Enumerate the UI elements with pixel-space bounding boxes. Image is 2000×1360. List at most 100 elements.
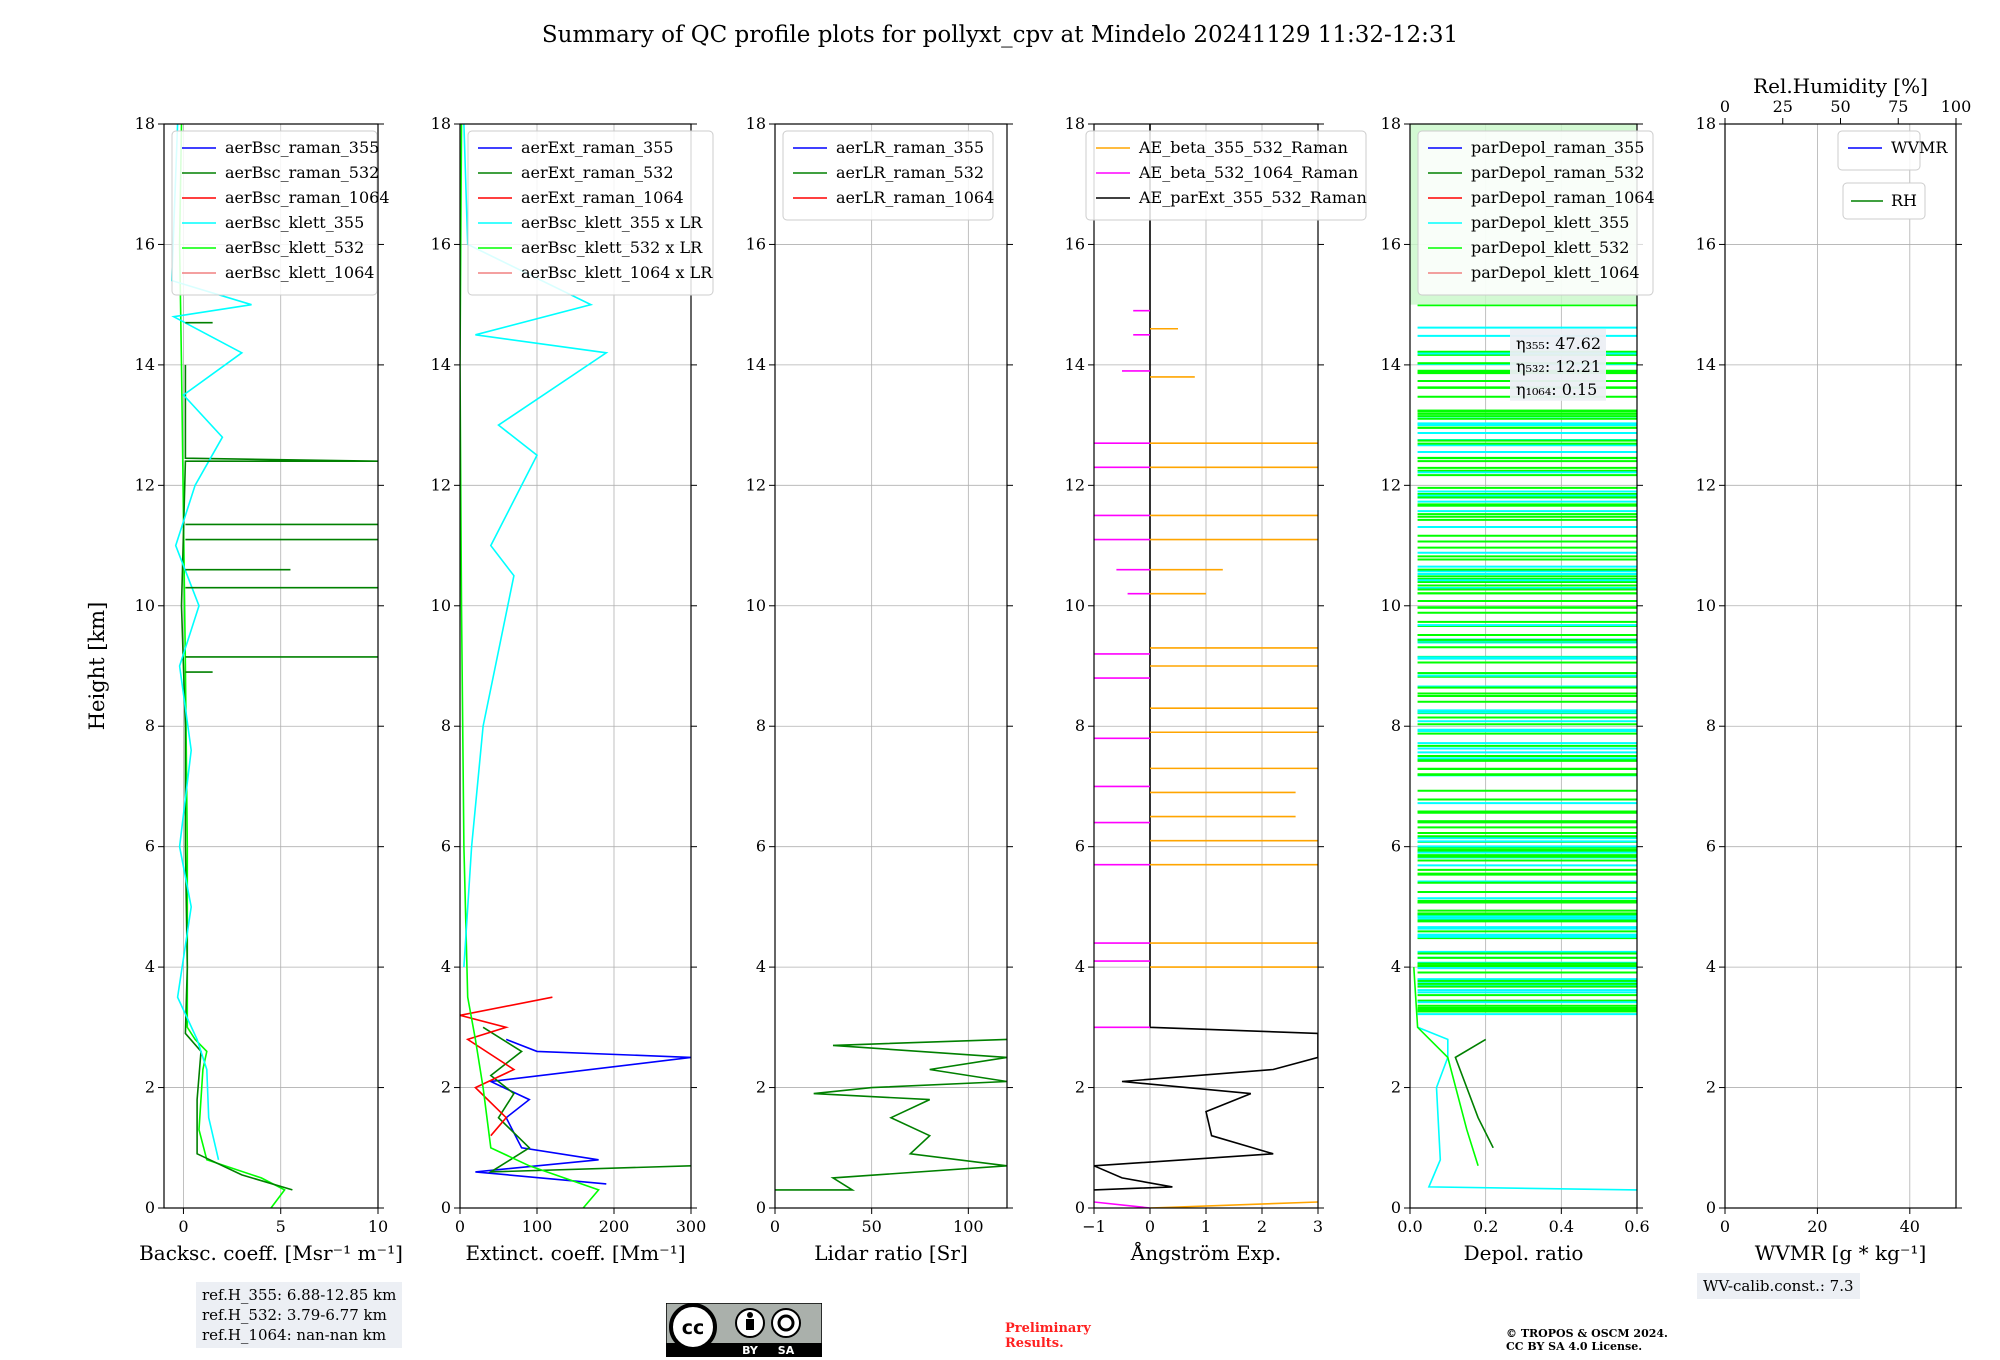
preliminary-note: Preliminary Results. [1005, 1321, 1091, 1351]
x-tick-label: 0.6 [1624, 1217, 1649, 1236]
legend-label: aerBsc_klett_1064 x LR [521, 263, 713, 282]
legend-label: parDepol_klett_1064 [1471, 263, 1640, 282]
panel-bsc: 0 5 10024681012141618Backsc. coeff. [Msr⁻¹… [85, 114, 403, 1265]
legend-label: aerBsc_klett_1064 [225, 263, 374, 282]
y-tick-label: 2 [1706, 1078, 1716, 1097]
x-tick-label: 0.0 [1397, 1217, 1422, 1236]
legend-label: parDepol_raman_1064 [1471, 188, 1655, 207]
eta-label: η₅₃₂: 12.21 [1516, 357, 1601, 376]
x2-axis-label: Rel.Humidity [%] [1753, 74, 1928, 98]
y-tick-label: 18 [1065, 114, 1085, 133]
y-tick-label: 12 [135, 475, 155, 494]
y-tick-label: 16 [1381, 234, 1401, 253]
legend-label: aerBsc_klett_355 x LR [521, 213, 703, 232]
y-tick-label: 16 [1065, 234, 1085, 253]
panel-wv: 0 20 40 0 2 4 6 8 10 12 14 16 18 WVMR [g * kg⁻¹] 0 25 50… [1696, 74, 1972, 1265]
legend-lr: aerLR_raman_355 aerLR_raman_532 aerLR_rama… [783, 131, 994, 220]
y-axis-label: Height [km] [85, 602, 109, 731]
y-tick-label: 0 [441, 1198, 451, 1217]
y-tick-label: 6 [145, 837, 155, 856]
series-aerLR_raman_532 [775, 1039, 1007, 1190]
series-AE_beta_532_1064_Raman [1094, 1202, 1150, 1208]
x-tick-label: 300 [676, 1217, 707, 1236]
y-tick-label: 12 [746, 475, 766, 494]
preliminary-line2: Results. [1005, 1336, 1091, 1351]
x-tick-label: 0 [178, 1217, 188, 1236]
legend-label: aerBsc_klett_355 [225, 213, 364, 232]
x-tick-label: 50 [861, 1217, 881, 1236]
x-tick-label: 0 [1720, 1217, 1730, 1236]
wv-calib-box: WV-calib.const.: 7.3 [1697, 1273, 1860, 1299]
y-tick-label: 16 [1696, 234, 1716, 253]
x-tick-label: 100 [522, 1217, 553, 1236]
x-tick-label: 10 [368, 1217, 388, 1236]
series-AE_beta_355_532_Raman [1150, 1202, 1318, 1208]
legend-label: aerLR_raman_532 [836, 163, 984, 182]
y-tick-label: 14 [1065, 355, 1085, 374]
series-parDepol_raman_532 [1455, 1039, 1493, 1147]
y-tick-label: 12 [431, 475, 451, 494]
y-tick-label: 18 [431, 114, 451, 133]
legend-label: aerExt_raman_1064 [521, 188, 684, 207]
y-tick-label: 0 [145, 1198, 155, 1217]
x-tick-label: 0 [455, 1217, 465, 1236]
y-tick-label: 6 [756, 837, 766, 856]
preliminary-line1: Preliminary [1005, 1321, 1091, 1336]
y-tick-label: 10 [746, 596, 766, 615]
eta-label: η₃₅₅: 47.62 [1516, 334, 1601, 353]
legend-bsc: aerBsc_raman_355aerBsc_raman_532aerBsc_r… [172, 131, 390, 295]
x-tick-label: 2 [1257, 1217, 1267, 1236]
copyright-note: © TROPOS & OSCM 2024. CC BY SA 4.0 Licen… [1506, 1327, 1668, 1353]
x2-tick-label: 25 [1773, 97, 1793, 116]
legend-ext: aerExt_raman_355 aerExt_raman_532 aerExt_r… [468, 131, 713, 295]
y-tick-label: 14 [431, 355, 451, 374]
x-tick-label: 100 [953, 1217, 984, 1236]
y-tick-label: 18 [135, 114, 155, 133]
ref-height-355: ref.H_355: 6.88-12.85 km [202, 1285, 396, 1305]
y-tick-label: 16 [135, 234, 155, 253]
x-axis-label: Depol. ratio [1464, 1241, 1584, 1265]
legend-label: aerLR_raman_1064 [836, 188, 994, 207]
panel-lr: 0 50 100 0 2 4 6 8 10 12 14 16 18 Lidar ratio [Sr] aer… [746, 114, 1013, 1265]
legend-label: aerExt_raman_532 [521, 163, 674, 182]
x2-tick-label: 50 [1830, 97, 1850, 116]
y-tick-label: 6 [1075, 837, 1085, 856]
copyright-line2: CC BY SA 4.0 License. [1506, 1340, 1668, 1353]
y-tick-label: 14 [1696, 355, 1716, 374]
reference-height-box: ref.H_355: 6.88-12.85 km ref.H_532: 3.79… [196, 1282, 402, 1348]
legend-label: aerExt_raman_355 [521, 138, 674, 157]
y-tick-label: 4 [441, 957, 451, 976]
legend-label: AE_parExt_355_532_Raman [1138, 188, 1367, 207]
x-tick-label: 40 [1900, 1217, 1920, 1236]
legend-label: aerBsc_raman_532 [225, 163, 379, 182]
x-tick-label: −1 [1082, 1217, 1106, 1236]
x-tick-label: 1 [1201, 1217, 1211, 1236]
legend-dep: parDepol_raman_355 parDepol_raman_532 parD… [1418, 131, 1655, 295]
y-tick-label: 18 [746, 114, 766, 133]
cc-sa-label: SA [778, 1344, 795, 1357]
x-axis-label: Lidar ratio [Sr] [814, 1241, 968, 1265]
y-tick-label: 8 [441, 716, 451, 735]
panel-ext: 0 100 200 300024681012141618Extinct. coeff.… [431, 114, 714, 1265]
y-tick-label: 18 [1696, 114, 1716, 133]
data-lr [775, 1039, 1007, 1190]
y-tick-label: 4 [1706, 957, 1716, 976]
copyright-line1: © TROPOS & OSCM 2024. [1506, 1327, 1668, 1340]
legend2-label: RH [1891, 191, 1917, 210]
y-tick-label: 2 [441, 1078, 451, 1097]
y-tick-label: 6 [1706, 837, 1716, 856]
y-tick-label: 0 [1706, 1198, 1716, 1217]
legend-label: AE_beta_355_532_Raman [1138, 138, 1348, 157]
axes-frame [775, 124, 1007, 1208]
y-tick-label: 8 [1706, 716, 1716, 735]
x-axis-label: WVMR [g * kg⁻¹] [1755, 1241, 1927, 1265]
y-tick-label: 10 [1696, 596, 1716, 615]
y-tick-label: 12 [1065, 475, 1085, 494]
svg-text:cc: cc [682, 1317, 705, 1339]
x-tick-label: 0 [1145, 1217, 1155, 1236]
x-axis-label: Extinct. coeff. [Mm⁻¹] [465, 1241, 685, 1265]
y-tick-label: 4 [145, 957, 155, 976]
x-tick-label: 0.4 [1549, 1217, 1574, 1236]
legend-label: parDepol_klett_355 [1471, 213, 1629, 232]
y-tick-label: 2 [1075, 1078, 1085, 1097]
